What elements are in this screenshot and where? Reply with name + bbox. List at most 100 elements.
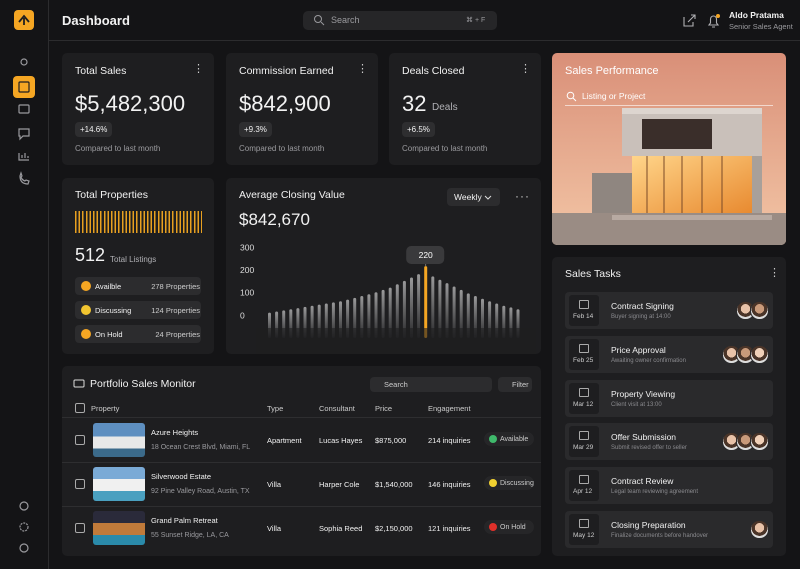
task-card[interactable]: Apr 12 Contract Review Legal team reviewin… (565, 467, 773, 505)
status-label: Availble (95, 282, 122, 291)
user-name[interactable]: Aldo Pratama (729, 10, 784, 20)
task-title: Offer Submission (611, 432, 677, 443)
property-address: 18 Ocean Crest Blvd, Miami, FL (151, 444, 251, 451)
task-card[interactable]: Feb 25 Price Approval Awaiting owner confi… (565, 335, 773, 373)
sidebar-icons (13, 10, 35, 553)
avatar (750, 432, 769, 452)
value-pill (406, 246, 445, 264)
task-card[interactable]: May 12 Closing Preparation Finalize docume… (565, 511, 773, 548)
more-menu[interactable]: ··· (515, 189, 530, 203)
task-card[interactable]: Mar 29 Offer Submission Submit revised off… (565, 423, 773, 461)
avatar (750, 344, 769, 364)
avatar (750, 520, 769, 539)
more-menu[interactable]: ⋮ (520, 63, 531, 75)
stat-value: 32 (402, 91, 427, 116)
bar (360, 296, 364, 338)
task-date: Feb 25 (573, 356, 594, 364)
more-menu[interactable]: ⋮ (193, 63, 204, 75)
task-date: Apr 12 (573, 488, 593, 496)
task-title: Property Viewing (611, 388, 676, 399)
monitor-icon (73, 379, 85, 388)
status-label: Discussing (95, 306, 132, 315)
page-title: Dashboard (62, 13, 130, 28)
card-title: Total Properties (75, 189, 148, 201)
task-card[interactable]: Mar 12 Property Viewing Client visit at 13… (565, 379, 773, 417)
column-header: Price (375, 404, 393, 413)
bell-icon[interactable] (707, 15, 720, 28)
bar (452, 286, 456, 338)
bar (381, 289, 385, 338)
task-card[interactable]: Feb 14 Contract Signing Buyer signing at 1… (565, 292, 773, 329)
status-dot (489, 479, 497, 487)
status-text: On Hold (500, 524, 526, 531)
task-title: Contract Review (611, 476, 674, 487)
property-thumb (93, 511, 145, 545)
card-title: Average Closing Value (239, 189, 345, 201)
period-dropdown[interactable] (447, 188, 500, 206)
task-title: Contract Signing (611, 301, 674, 311)
stat-unit: Deals (432, 102, 458, 113)
more-menu[interactable]: ⋮ (357, 63, 368, 75)
task-detail: Client visit at 13:00 (611, 401, 662, 408)
listing-bars (75, 211, 202, 233)
task-detail: Submit revised offer to seller (611, 445, 687, 452)
stat-title: Commission Earned (239, 65, 334, 77)
portfolio-card: Portfolio Sales Monitor Search Filter Pr… (62, 366, 541, 556)
checkbox[interactable] (75, 435, 85, 445)
row-divider (62, 462, 541, 463)
status-dot (489, 435, 497, 443)
bar (417, 274, 421, 338)
nav-icon[interactable] (19, 522, 29, 532)
calendar-icon (579, 519, 589, 528)
more-menu[interactable]: ⋮ (769, 267, 780, 279)
nav-active[interactable] (13, 76, 35, 98)
checkbox[interactable] (75, 479, 85, 489)
stat-card: Commission Earned ⋮ $842,900 +9.3% Compared … (226, 53, 378, 165)
total-value: 512 (75, 245, 106, 265)
table-search[interactable] (370, 377, 492, 392)
user-role: Senior Sales Agent (729, 22, 793, 31)
status-dot (489, 523, 497, 531)
nav-icon[interactable] (18, 104, 30, 114)
bar (466, 293, 470, 338)
property-type: Villa (267, 524, 282, 533)
share-icon[interactable] (683, 14, 696, 27)
nav-icon (18, 81, 30, 93)
engagement: 121 inquiries (428, 524, 471, 533)
checkbox[interactable] (75, 523, 85, 533)
nav-icon[interactable] (18, 128, 30, 141)
stat-note: Compared to last month (75, 144, 161, 153)
calendar-icon (579, 475, 589, 485)
bar (395, 284, 399, 338)
status-count: 124 Properties (151, 306, 200, 315)
property-thumb (93, 467, 145, 501)
consultant: Sophia Reed (319, 524, 363, 533)
nav-icon[interactable] (19, 501, 29, 511)
nav-icon[interactable] (18, 153, 29, 161)
bar (402, 280, 406, 338)
listing-search[interactable]: Listing or Project (582, 91, 646, 101)
status-count: 24 Properties (155, 330, 200, 339)
property-name[interactable]: Grand Palm Retreat (151, 516, 218, 525)
nav-icon[interactable] (20, 58, 28, 66)
property-name[interactable]: Azure Heights (151, 428, 199, 437)
search-box[interactable] (303, 11, 497, 30)
filter-button[interactable] (498, 377, 532, 392)
property-image (552, 53, 786, 245)
task-date: Feb 14 (573, 313, 594, 320)
task-date: Mar 29 (573, 444, 594, 452)
total-label: Total Listings (110, 255, 157, 264)
chevron (484, 195, 492, 200)
top-icons (683, 14, 720, 28)
nav-icon[interactable] (19, 171, 30, 185)
bar (388, 287, 392, 338)
stat-title: Total Sales (75, 65, 127, 77)
status-pill (484, 520, 534, 534)
bar (473, 296, 477, 338)
search-underline (565, 105, 773, 106)
checkbox[interactable] (75, 403, 85, 413)
column-header: Property (91, 404, 120, 413)
nav-icon[interactable] (19, 543, 29, 553)
property-name[interactable]: Silverwood Estate (151, 472, 212, 481)
